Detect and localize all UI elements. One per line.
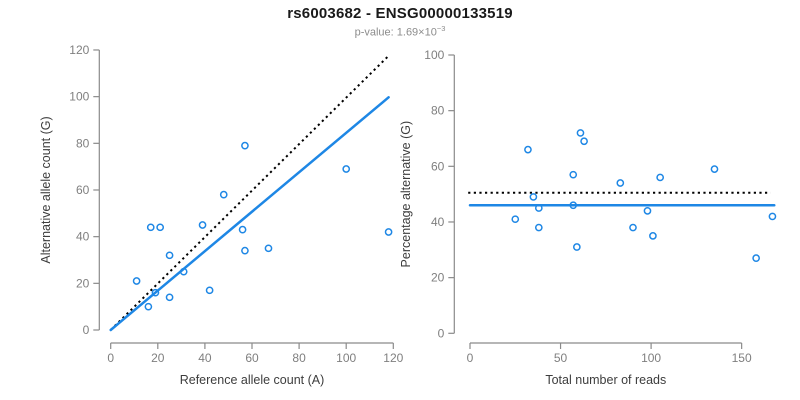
y-tick-label: 80	[76, 136, 90, 150]
pvalue-subtitle: p-value: 1.69×10−3	[0, 24, 800, 39]
data-point	[144, 302, 153, 311]
data-point	[238, 225, 247, 234]
data-point	[534, 223, 543, 232]
y-tick-label: 20	[76, 276, 90, 290]
x-tick-label: 150	[732, 351, 752, 365]
data-point	[241, 141, 249, 150]
data-point	[146, 223, 155, 232]
y-tick-label: 100	[69, 90, 89, 104]
data-point	[165, 293, 174, 302]
data-point	[576, 129, 585, 137]
percentage-alternative-scatter-x-axis-title: Total number of reads	[545, 373, 666, 387]
data-point	[529, 193, 538, 201]
data-point	[511, 215, 520, 224]
page-title: rs6003682 - ENSG00000133519	[287, 5, 513, 22]
data-point	[198, 221, 207, 229]
identity-line-dotted	[109, 55, 390, 331]
x-tick-label: 20	[151, 351, 165, 365]
data-point	[534, 204, 543, 212]
x-tick-label: 60	[245, 351, 259, 365]
data-point	[205, 286, 214, 295]
allele-counts-scatter-x-axis-title: Reference allele count (A)	[180, 373, 325, 387]
allele-counts-scatter-y-axis-title: Alternative allele count (G)	[39, 116, 53, 263]
data-point	[132, 277, 141, 285]
x-tick-label: 100	[641, 351, 661, 365]
x-tick-label: 40	[198, 351, 212, 365]
data-point	[649, 232, 657, 240]
data-point	[219, 190, 228, 199]
data-point	[179, 267, 188, 276]
x-tick-label: 100	[336, 351, 356, 365]
data-point	[643, 206, 652, 215]
data-point	[156, 223, 165, 232]
data-point	[264, 244, 273, 253]
y-tick-label: 100	[424, 48, 444, 62]
fit-line-solid	[109, 96, 390, 332]
data-point	[572, 243, 581, 251]
data-point	[569, 170, 578, 179]
data-point	[629, 223, 637, 232]
y-tick-label: 40	[431, 215, 445, 229]
data-point	[768, 212, 777, 221]
y-tick-label: 80	[431, 104, 445, 118]
data-point	[342, 165, 351, 173]
pvalue-exponent: −3	[436, 24, 446, 33]
data-point	[710, 165, 719, 173]
data-point	[616, 179, 625, 187]
data-point	[241, 246, 249, 255]
data-point	[580, 137, 588, 146]
y-tick-label: 0	[438, 326, 445, 340]
x-tick-label: 80	[292, 351, 306, 365]
x-tick-label: 0	[107, 351, 114, 365]
y-tick-label: 0	[83, 323, 90, 337]
x-tick-label: 120	[383, 351, 403, 365]
data-point	[569, 201, 578, 210]
x-tick-label: 0	[467, 351, 474, 365]
y-tick-label: 40	[76, 230, 90, 244]
data-point	[752, 254, 760, 263]
data-point	[165, 251, 174, 260]
data-point	[524, 145, 532, 154]
data-point	[151, 288, 160, 297]
x-tick-label: 50	[554, 351, 568, 365]
y-tick-label: 60	[431, 159, 445, 173]
data-point	[656, 173, 665, 182]
pvalue-text: p-value: 1.69×10	[354, 26, 437, 39]
y-tick-label: 20	[431, 271, 445, 285]
y-tick-label: 120	[69, 43, 89, 57]
percentage-alternative-scatter-y-axis-title: Percentage alternative (G)	[399, 121, 413, 268]
data-point	[384, 228, 393, 236]
y-tick-label: 60	[76, 183, 90, 197]
